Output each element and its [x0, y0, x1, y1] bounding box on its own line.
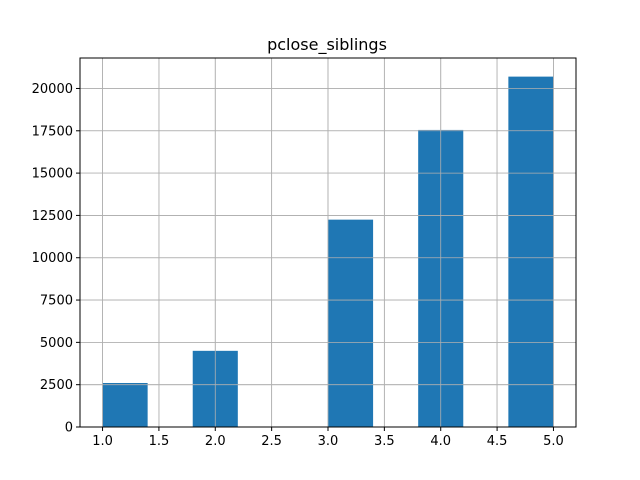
histogram-bar [508, 76, 554, 427]
y-tick-label: 20000 [32, 82, 73, 97]
x-tick-label: 2.5 [261, 434, 282, 449]
histogram-bar [102, 382, 148, 427]
y-tick-label: 7500 [40, 294, 73, 309]
y-tick-label: 5000 [40, 336, 73, 351]
x-tick-label: 5.0 [543, 434, 564, 449]
x-tick-label: 1.0 [92, 434, 113, 449]
x-tick-label: 3.5 [374, 434, 395, 449]
x-tick-label: 1.5 [149, 434, 170, 449]
x-tick-label: 2.0 [205, 434, 226, 449]
bars [80, 58, 576, 428]
x-tick-label: 4.5 [487, 434, 508, 449]
y-tick-label: 12500 [32, 209, 73, 224]
chart-title: pclose_siblings [267, 35, 387, 55]
y-tick-label: 15000 [32, 167, 73, 182]
histogram-bar [328, 219, 374, 427]
y-tick-label: 10000 [32, 251, 73, 266]
y-tick-label: 0 [65, 421, 73, 436]
axes: 1.0 1.5 2.0 2.5 3.0 3.5 4.0 4.5 5.0 0 2500 5000 7500… [32, 57, 577, 449]
x-tick-label: 4.0 [430, 434, 451, 449]
y-tick-label: 2500 [40, 378, 73, 393]
x-tick-label: 3.0 [318, 434, 339, 449]
y-tick-label: 17500 [32, 124, 73, 139]
